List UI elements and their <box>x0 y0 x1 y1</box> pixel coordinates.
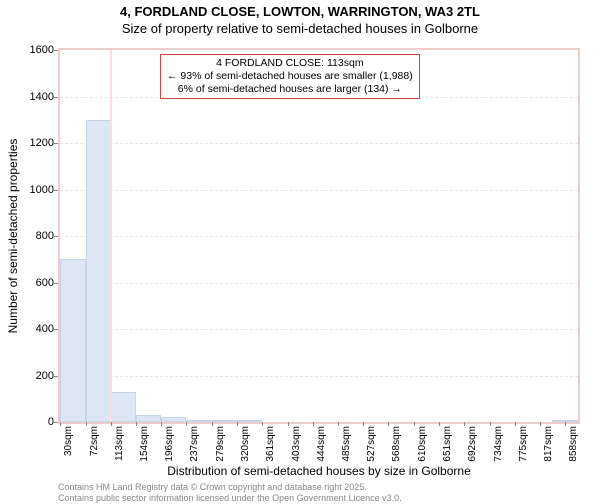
x-tick-label: 775sqm <box>518 426 529 462</box>
y-tick-label: 0 <box>14 416 54 428</box>
x-tick-mark <box>111 422 112 426</box>
histogram-bar <box>86 120 111 422</box>
x-tick-mark <box>388 422 389 426</box>
x-tick-label: 196sqm <box>164 426 175 462</box>
x-tick-label: 444sqm <box>316 426 327 462</box>
x-tick-mark <box>237 422 238 426</box>
title-line-2: Size of property relative to semi-detach… <box>0 21 600 36</box>
histogram-bar <box>161 417 186 422</box>
x-tick-mark <box>186 422 187 426</box>
attribution-line-1: Contains HM Land Registry data © Crown c… <box>58 482 402 493</box>
x-tick-label: 485sqm <box>341 426 352 462</box>
x-tick-mark <box>363 422 364 426</box>
x-tick-label: 154sqm <box>139 426 150 462</box>
x-tick-label: 817sqm <box>543 426 554 462</box>
x-tick-label: 651sqm <box>442 426 453 462</box>
x-tick-mark <box>262 422 263 426</box>
gridline <box>60 283 578 285</box>
x-tick-mark <box>60 422 61 426</box>
x-tick-label: 361sqm <box>265 426 276 462</box>
y-tick-label: 600 <box>14 277 54 289</box>
y-tick-mark <box>54 283 58 284</box>
x-axis-label: Distribution of semi-detached houses by … <box>58 464 580 478</box>
x-tick-label: 610sqm <box>417 426 428 462</box>
histogram-bar <box>136 415 162 422</box>
x-tick-mark <box>136 422 137 426</box>
x-tick-mark <box>288 422 289 426</box>
x-tick-label: 320sqm <box>240 426 251 462</box>
x-tick-mark <box>338 422 339 426</box>
x-tick-label: 692sqm <box>467 426 478 462</box>
x-tick-mark <box>414 422 415 426</box>
x-tick-label: 113sqm <box>114 426 125 461</box>
annotation-line-2: ← 93% of semi-detached houses are smalle… <box>167 70 413 83</box>
x-tick-label: 279sqm <box>215 426 226 462</box>
y-tick-mark <box>54 236 58 237</box>
x-tick-mark <box>490 422 491 426</box>
x-tick-label: 734sqm <box>493 426 504 462</box>
x-tick-mark <box>565 422 566 426</box>
histogram-bar <box>60 259 86 422</box>
y-tick-mark <box>54 422 58 423</box>
y-tick-label: 1600 <box>14 44 54 56</box>
x-tick-mark <box>86 422 87 426</box>
histogram-bar <box>111 392 136 422</box>
x-tick-label: 237sqm <box>189 426 200 462</box>
y-tick-label: 800 <box>14 230 54 242</box>
x-tick-mark <box>313 422 314 426</box>
attribution-text: Contains HM Land Registry data © Crown c… <box>58 482 402 504</box>
y-tick-label: 200 <box>14 370 54 382</box>
gridline <box>60 329 578 331</box>
y-tick-label: 400 <box>14 323 54 335</box>
x-tick-mark <box>212 422 213 426</box>
x-tick-mark <box>540 422 541 426</box>
gridline <box>60 376 578 378</box>
x-tick-label: 30sqm <box>63 426 74 456</box>
y-tick-label: 1200 <box>14 137 54 149</box>
y-tick-mark <box>54 190 58 191</box>
gridline <box>60 190 578 192</box>
title-line-1: 4, FORDLAND CLOSE, LOWTON, WARRINGTON, W… <box>0 4 600 19</box>
histogram-plot <box>58 48 580 424</box>
x-tick-mark <box>515 422 516 426</box>
y-tick-mark <box>54 50 58 51</box>
x-tick-mark <box>161 422 162 426</box>
x-tick-label: 568sqm <box>391 426 402 462</box>
y-tick-mark <box>54 97 58 98</box>
x-tick-label: 403sqm <box>291 426 302 462</box>
highlight-marker <box>110 50 112 422</box>
annotation-line-1: 4 FORDLAND CLOSE: 113sqm <box>167 57 413 70</box>
x-tick-label: 858sqm <box>568 426 579 462</box>
histogram-bar <box>212 420 237 422</box>
gridline <box>60 236 578 238</box>
histogram-bar <box>237 420 262 422</box>
y-tick-mark <box>54 143 58 144</box>
x-tick-label: 527sqm <box>366 426 377 462</box>
y-tick-mark <box>54 329 58 330</box>
histogram-bar <box>186 420 212 422</box>
y-tick-mark <box>54 376 58 377</box>
gridline <box>60 143 578 145</box>
annotation-box: 4 FORDLAND CLOSE: 113sqm ← 93% of semi-d… <box>160 54 420 99</box>
y-tick-label: 1400 <box>14 91 54 103</box>
x-tick-mark <box>464 422 465 426</box>
annotation-line-3: 6% of semi-detached houses are larger (1… <box>167 83 413 96</box>
y-tick-label: 1000 <box>14 184 54 196</box>
attribution-line-2: Contains public sector information licen… <box>58 493 402 504</box>
x-tick-label: 72sqm <box>89 426 100 456</box>
x-tick-mark <box>439 422 440 426</box>
